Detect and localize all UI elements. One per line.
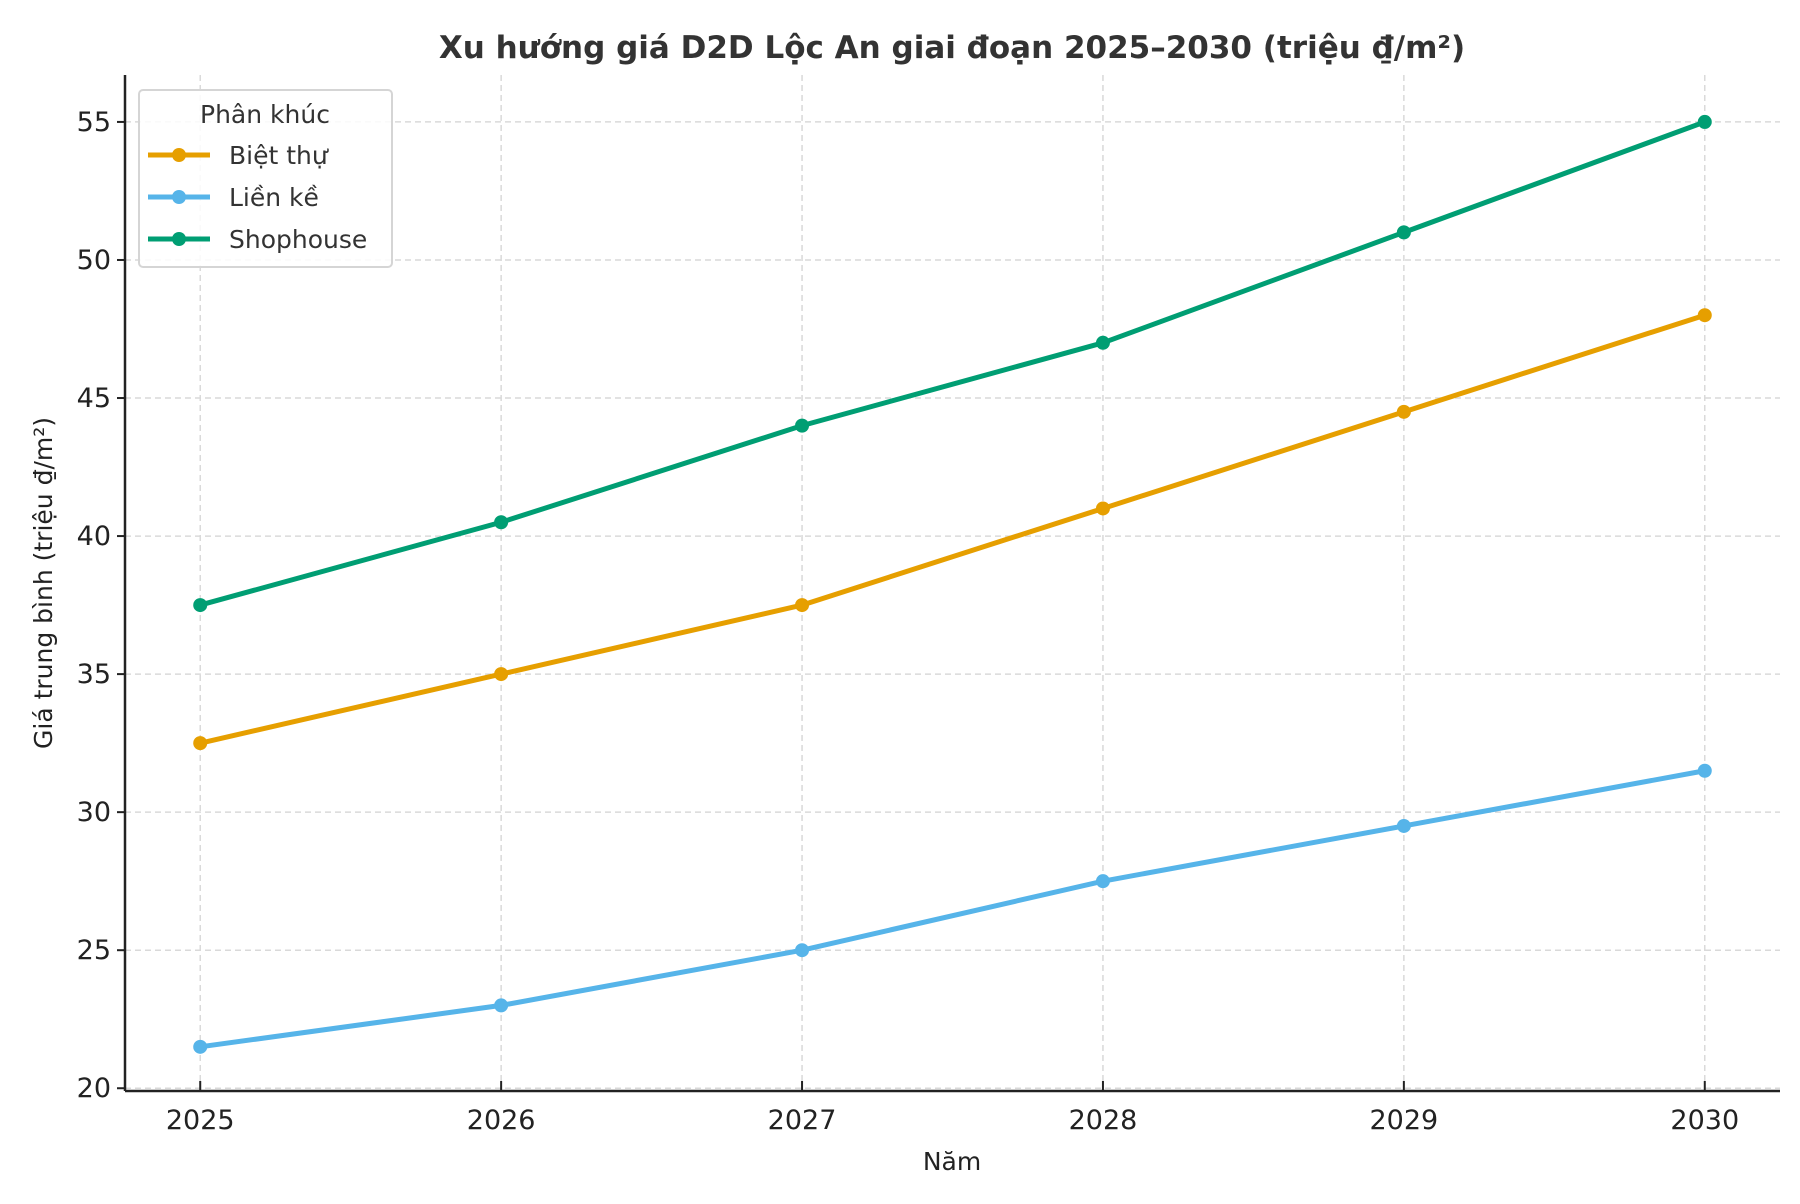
y-axis-ticks: 20 25 30 35 40 45 50 55 [77,107,125,1104]
data-point [1697,763,1712,778]
legend-swatch-marker [172,190,186,204]
x-axis-ticks: 2025 2026 2027 2028 2029 2030 [166,1081,1739,1136]
data-point [193,1039,208,1054]
y-tick-label: 55 [77,107,111,138]
y-tick-label: 45 [77,383,111,414]
data-point [494,998,509,1013]
data-point [193,736,208,751]
data-point [1396,225,1411,240]
legend: Phân khúc Biệt thự Liền kề Shophouse [138,89,393,268]
data-point [1396,818,1411,833]
grid [125,75,1780,1091]
series-line [199,768,1706,1050]
data-point [795,598,810,613]
data-point [1697,114,1712,129]
data-point [795,943,810,958]
data-point [494,515,509,530]
y-tick-label: 25 [77,935,111,966]
legend-swatch-marker [172,148,186,162]
series-line [199,312,1706,746]
data-point [193,598,208,613]
data-point [1095,501,1110,516]
x-tick-label: 2026 [467,1105,536,1136]
x-tick-label: 2027 [768,1105,837,1136]
y-tick-label: 20 [77,1073,111,1104]
series-line [199,119,1706,608]
x-axis-label: Năm [923,1147,981,1176]
y-tick-label: 35 [77,659,111,690]
x-tick-label: 2025 [166,1105,235,1136]
y-tick-label: 30 [77,797,111,828]
legend-label: Shophouse [229,225,367,254]
data-point [494,667,509,682]
data-point [1396,404,1411,419]
y-axis-label: Giá trung bình (triệu đ̱/m²) [29,417,58,749]
x-tick-label: 2028 [1069,1105,1138,1136]
x-tick-label: 2029 [1370,1105,1439,1136]
data-point [1095,335,1110,350]
x-tick-label: 2030 [1670,1105,1739,1136]
chart-title: Xu hướng giá D2D Lộc An giai đoạn 2025–2… [439,30,1465,66]
legend-label: Biệt thự [229,141,329,170]
y-tick-label: 50 [77,245,111,276]
legend-swatch-marker [172,232,186,246]
y-tick-label: 40 [77,521,111,552]
data-point [795,418,810,433]
legend-title: Phân khúc [200,100,330,129]
data-point [1095,874,1110,889]
series-lines [193,114,1712,1054]
data-point [1697,308,1712,323]
legend-label: Liền kề [229,183,319,212]
legend-box [138,89,393,268]
